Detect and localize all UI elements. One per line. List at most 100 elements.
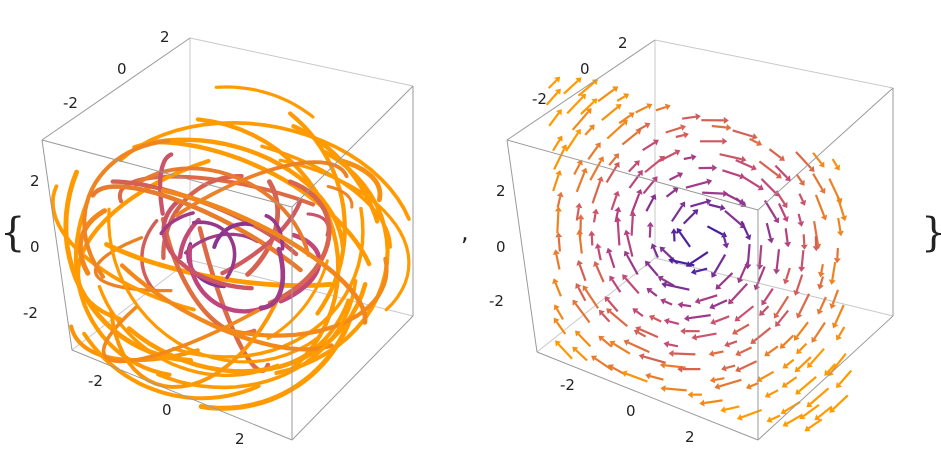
vector-arrow — [578, 234, 583, 254]
stream-plot-3d[interactable]: 2 0 -2 2 0 -2 -2 0 2 — [23, 28, 414, 448]
vector-arrow — [798, 293, 811, 315]
vector-arrow-head — [732, 328, 739, 335]
vector-arrow-head — [761, 299, 768, 306]
vector-arrow — [718, 272, 734, 287]
vector-arrow — [555, 308, 564, 320]
vector-arrow — [601, 106, 619, 121]
vector-arrow-head — [572, 346, 579, 353]
axis-tick-label: 2 — [618, 34, 628, 52]
vector-arrow — [819, 276, 825, 286]
vector-arrow — [813, 321, 826, 340]
vector-arrow-head — [782, 362, 789, 369]
stream-line — [326, 184, 354, 209]
vector-arrow-head — [773, 312, 780, 319]
vector-arrow-head — [699, 399, 705, 407]
vector-arrow-head — [597, 176, 604, 182]
vector-plot-3d[interactable]: 2 0 -2 2 0 -2 -2 0 2 — [489, 34, 894, 446]
vector-arrow-head — [753, 284, 761, 291]
vector-arrow — [786, 413, 803, 425]
vector-arrow — [565, 132, 579, 152]
vector-arrow-head — [709, 303, 716, 310]
vector-arrow — [796, 321, 809, 338]
vector-arrow-head — [836, 230, 844, 237]
vector-arrow — [653, 316, 662, 323]
vector-arrow-head — [740, 155, 747, 163]
vector-arrow — [795, 274, 804, 292]
vector-arrow-head — [694, 297, 701, 305]
vector-arrow — [661, 277, 675, 287]
vector-arrow — [566, 96, 584, 115]
vector-arrow — [802, 234, 806, 245]
vector-arrow-head — [691, 333, 697, 341]
stream-line — [198, 315, 353, 411]
vector-arrow — [609, 310, 629, 328]
vector-arrow — [673, 352, 696, 356]
vector-arrow-head — [710, 318, 717, 325]
vector-arrow-head — [672, 187, 679, 194]
vector-arrow-head — [622, 274, 629, 281]
vector-arrow-head — [756, 139, 763, 146]
vector-arrow — [809, 387, 830, 405]
vector-arrow — [670, 205, 684, 223]
vector-arrow — [584, 127, 593, 136]
vector-arrow-head — [576, 260, 583, 266]
vector-arrow-head — [834, 164, 840, 171]
vector-arrow-head — [757, 184, 764, 191]
vector-arrow-head — [794, 366, 801, 373]
vector-arrow-head — [680, 124, 686, 131]
vector-arrow — [722, 233, 727, 244]
vector-arrow — [608, 252, 616, 269]
vector-arrow-head — [556, 135, 563, 142]
vector-arrow — [685, 180, 708, 189]
vector-arrow — [664, 364, 686, 369]
vector-arrow — [589, 160, 602, 181]
vector-arrow-head — [797, 221, 805, 227]
axis-tick-label: -2 — [489, 292, 504, 310]
stream-line — [82, 331, 261, 401]
vector-arrow-head — [623, 339, 630, 346]
vector-arrow — [563, 79, 579, 95]
vector-arrow — [735, 323, 750, 333]
vector-arrow-head — [829, 406, 836, 413]
vector-arrow-head — [685, 261, 692, 267]
vector-arrow-head — [764, 350, 771, 357]
vector-arrow-head — [781, 381, 788, 388]
vector-arrow — [606, 122, 625, 140]
vector-arrow — [760, 370, 775, 380]
vector-arrow-head — [714, 383, 721, 390]
vector-arrow — [795, 173, 803, 183]
vector-arrow — [714, 377, 725, 381]
vector-arrow — [574, 302, 591, 324]
vector-arrow — [798, 342, 808, 352]
axis-tick-label: -2 — [560, 376, 575, 394]
vector-arrow-head — [818, 161, 825, 168]
vector-arrow-head — [555, 340, 561, 347]
vector-arrow-head — [781, 202, 788, 209]
vector-arrow-head — [709, 376, 716, 384]
vector-arrow — [775, 249, 781, 270]
vector-arrow — [763, 199, 778, 220]
vector-arrow-head — [766, 416, 773, 423]
vector-arrow — [724, 405, 740, 411]
vector-arrow — [763, 287, 774, 303]
vector-arrow — [577, 81, 595, 97]
vector-arrow-head — [598, 335, 605, 342]
vector-arrow — [665, 283, 690, 291]
vector-arrow-head — [597, 156, 605, 163]
vector-arrow — [682, 211, 696, 225]
vector-arrow-head — [646, 221, 654, 227]
vector-arrow — [739, 346, 753, 354]
vector-arrow — [832, 394, 849, 411]
vector-arrow-head — [806, 401, 813, 408]
vector-arrow — [642, 141, 656, 152]
vector-arrow — [690, 200, 707, 208]
vector-arrow-head — [715, 283, 722, 290]
vector-arrow — [592, 213, 597, 223]
vector-arrow-head — [811, 336, 818, 343]
stream-line — [161, 198, 254, 291]
vector-arrow — [553, 148, 566, 170]
vector-arrow-head — [832, 322, 839, 329]
vector-arrow — [814, 194, 826, 217]
vector-arrow — [665, 189, 676, 198]
vector-arrow-head — [657, 275, 664, 282]
